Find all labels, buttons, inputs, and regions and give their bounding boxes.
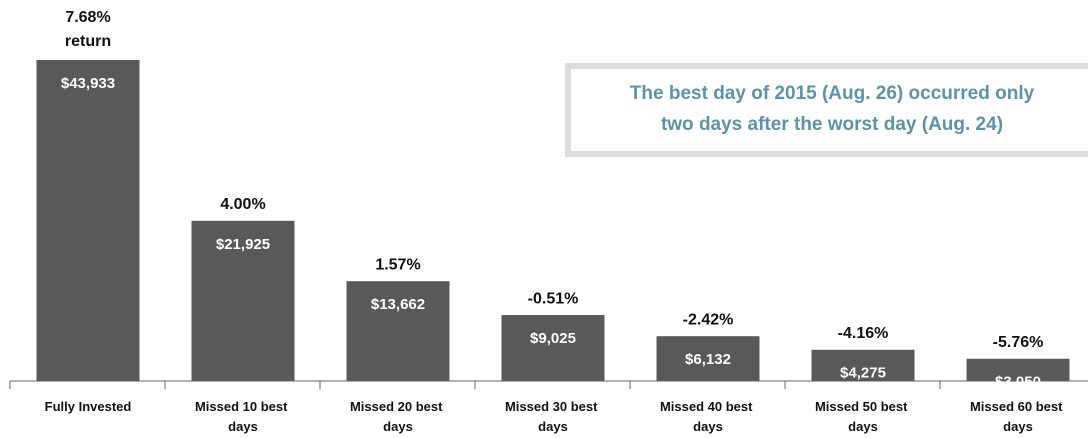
bar bbox=[191, 220, 295, 381]
value-label: $43,933 bbox=[61, 75, 115, 92]
return-label: 7.68% bbox=[65, 9, 110, 26]
annotation-line: The best day of 2015 (Aug. 26) occurred … bbox=[630, 83, 1035, 104]
return-label: -5.76% bbox=[993, 334, 1044, 351]
x-tick-label: Missed 60 best days bbox=[970, 399, 1066, 434]
x-tick-label: Fully Invested bbox=[45, 399, 132, 414]
bar bbox=[501, 315, 605, 381]
return-label: 1.57% bbox=[375, 256, 420, 273]
x-tick-label: Missed 50 best days bbox=[815, 399, 911, 434]
bar bbox=[36, 60, 140, 381]
return-label: -0.51% bbox=[528, 290, 579, 307]
value-label: $6,132 bbox=[685, 351, 731, 368]
return-label: -4.16% bbox=[838, 325, 889, 342]
value-label: $13,662 bbox=[371, 296, 425, 313]
bar bbox=[966, 358, 1070, 381]
value-label: $21,925 bbox=[216, 236, 270, 253]
bar bbox=[656, 336, 760, 381]
return-label: -2.42% bbox=[683, 311, 734, 328]
x-tick-label: Missed 30 best days bbox=[505, 399, 601, 434]
bar bbox=[811, 349, 915, 381]
x-tick-label: Missed 10 best days bbox=[195, 399, 291, 434]
value-label: $9,025 bbox=[530, 330, 576, 347]
return-caption: return bbox=[65, 33, 111, 50]
value-label: $3,050 bbox=[995, 374, 1041, 391]
annotation-box bbox=[565, 63, 1088, 157]
return-label: 4.00% bbox=[220, 196, 265, 213]
value-label: $4,275 bbox=[840, 365, 886, 382]
x-tick-label: Missed 20 best days bbox=[350, 399, 446, 434]
bar bbox=[346, 281, 450, 381]
annotation-line: two days after the worst day (Aug. 24) bbox=[661, 114, 1003, 135]
x-tick-label: Missed 40 best days bbox=[660, 399, 756, 434]
